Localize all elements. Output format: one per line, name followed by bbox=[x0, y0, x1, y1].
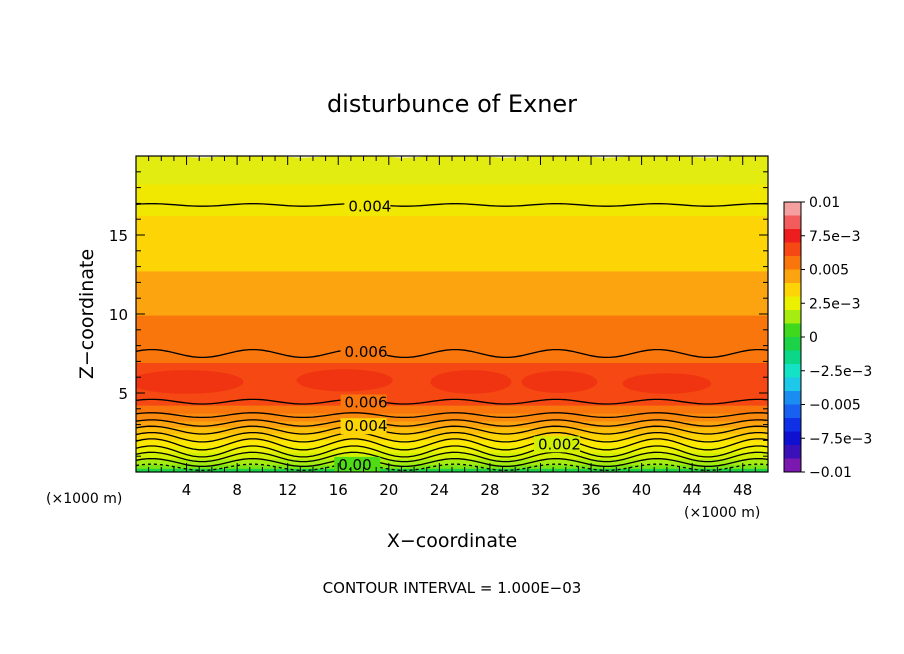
y-tick-label: 15 bbox=[109, 227, 128, 245]
x-tick-label: 8 bbox=[232, 481, 242, 499]
x-tick-label: 36 bbox=[581, 481, 600, 499]
contour-line-7 bbox=[136, 419, 768, 427]
x-tick-label: 4 bbox=[182, 481, 192, 499]
contour-line-5 bbox=[136, 431, 768, 443]
field-layer: 0.004 0.006 0.006 0.004 0.002 0.00 bbox=[136, 156, 768, 474]
colorbar-swatch-16 bbox=[784, 418, 801, 432]
colorbar-swatch-18 bbox=[784, 445, 801, 459]
peak-blob-3 bbox=[521, 370, 598, 393]
colorbar-swatch-12 bbox=[784, 364, 801, 378]
contour-label-bg-4 bbox=[533, 436, 580, 453]
x-tick-label: 48 bbox=[733, 481, 752, 499]
colorbar-swatch-5 bbox=[784, 269, 801, 284]
contour-line-0 bbox=[136, 463, 768, 472]
plot-area: 0.004 0.006 0.006 0.004 0.002 0.00 bbox=[135, 155, 769, 474]
x-tick-label: 20 bbox=[379, 481, 398, 499]
contour-label-4: 0.002 bbox=[538, 435, 581, 453]
field-band-18 bbox=[136, 156, 768, 185]
contour-label-2: 0.006 bbox=[345, 393, 388, 411]
colorbar-swatch-13 bbox=[784, 377, 801, 392]
colorbar-swatch-4 bbox=[784, 256, 801, 270]
contour-interval-note: CONTOUR INTERVAL = 1.000E−03 bbox=[323, 579, 582, 597]
contour-line-11 bbox=[136, 203, 768, 207]
contour-line-2 bbox=[136, 451, 768, 463]
colorbar-swatch-6 bbox=[784, 283, 801, 297]
contour-label-5: 0.00 bbox=[338, 456, 371, 474]
chart-title: disturbunce of Exner bbox=[327, 90, 577, 118]
colorbar-label: −7.5e−3 bbox=[809, 431, 872, 447]
field-band-15 bbox=[136, 260, 768, 316]
x-tick-label: 28 bbox=[480, 481, 499, 499]
colorbar: 0.01 7.5e−3 0.005 2.5e−3 0 −2.5e−3 −0.005 −7.5e… bbox=[783, 195, 872, 481]
colorbar-swatch-10 bbox=[784, 337, 801, 351]
field-band-16 bbox=[136, 205, 768, 272]
colorbar-swatch-14 bbox=[784, 391, 801, 405]
colorbar-swatch-2 bbox=[784, 229, 801, 243]
colorbar-label: 2.5e−3 bbox=[809, 296, 861, 312]
colorbar-swatch-0 bbox=[784, 202, 801, 216]
contour-line-8 bbox=[136, 412, 768, 419]
colorbar-swatch-7 bbox=[784, 296, 801, 311]
contour-line-3 bbox=[136, 445, 768, 458]
contour-label-3: 0.004 bbox=[345, 417, 388, 435]
colorbar-label: 0.005 bbox=[809, 263, 849, 279]
contour-line-9 bbox=[136, 398, 768, 405]
colorbar-label: 7.5e−3 bbox=[809, 229, 861, 245]
x-unit-left: (×1000 m) bbox=[46, 491, 122, 507]
peak-blob-4 bbox=[622, 373, 712, 394]
colorbar-label: 0 bbox=[809, 330, 818, 346]
contour-line-10 bbox=[136, 348, 768, 359]
x-unit-right: (×1000 m) bbox=[684, 505, 760, 521]
contour-line-6 bbox=[136, 425, 768, 435]
colorbar-swatch-3 bbox=[784, 242, 801, 257]
x-tick-label: 44 bbox=[683, 481, 702, 499]
contour-label-bg-1 bbox=[340, 343, 387, 360]
field-band-14 bbox=[136, 304, 768, 363]
colorbar-label: 0.01 bbox=[809, 195, 840, 211]
x-tick-label: 12 bbox=[278, 481, 297, 499]
contour-label-bg-2 bbox=[340, 394, 387, 411]
x-tick-label: 40 bbox=[632, 481, 651, 499]
colorbar-swatch-15 bbox=[784, 404, 801, 419]
contour-label-bg-5 bbox=[334, 456, 381, 472]
x-tick-label: 32 bbox=[531, 481, 550, 499]
contour-line-1 bbox=[136, 457, 768, 468]
peak-blob-2 bbox=[430, 370, 512, 394]
colorbar-label: −2.5e−3 bbox=[809, 364, 872, 380]
colorbar-swatch-8 bbox=[784, 310, 801, 324]
contour-label-bg-3 bbox=[340, 418, 387, 435]
peak-blob-0 bbox=[136, 370, 244, 394]
contour-label-bg-0 bbox=[344, 198, 391, 215]
x-axis: 4 8 12 16 20 24 28 32 36 40 44 48 bbox=[148, 156, 756, 499]
y-axis-label: Z−coordinate bbox=[76, 249, 98, 379]
x-tick-label: 16 bbox=[329, 481, 348, 499]
colorbar-label: −0.005 bbox=[809, 398, 861, 414]
colorbar-swatch-1 bbox=[784, 215, 801, 230]
x-axis-label: X−coordinate bbox=[387, 530, 517, 552]
contour-label-0: 0.004 bbox=[348, 198, 391, 216]
colorbar-label: −0.01 bbox=[809, 465, 852, 481]
y-tick-label: 10 bbox=[109, 306, 128, 324]
colorbar-swatch-9 bbox=[784, 323, 801, 338]
colorbar-swatch-11 bbox=[784, 350, 801, 365]
y-axis: 5 10 15 bbox=[109, 171, 768, 457]
peak-blob-1 bbox=[296, 369, 393, 392]
colorbar-swatch-17 bbox=[784, 431, 801, 446]
contour-line-4 bbox=[136, 438, 768, 451]
colorbar-swatch-19 bbox=[784, 458, 801, 473]
y-tick-label: 5 bbox=[118, 385, 128, 403]
contour-label-1: 0.006 bbox=[345, 343, 388, 361]
x-tick-label: 24 bbox=[430, 481, 449, 499]
